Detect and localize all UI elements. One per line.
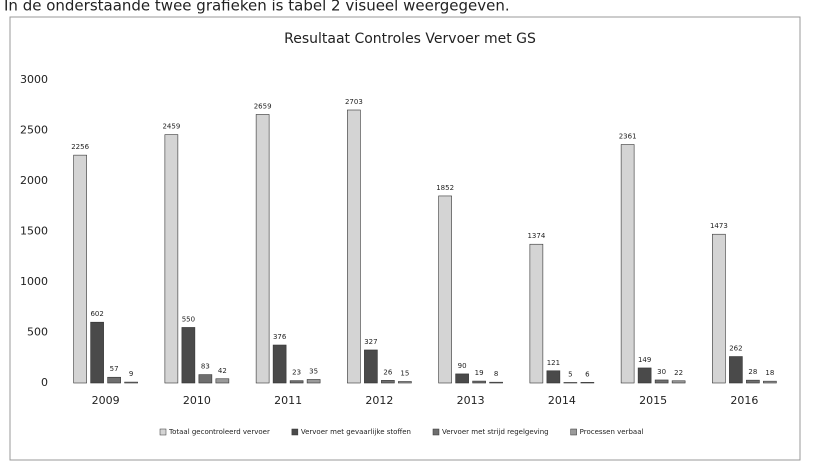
bar — [671, 380, 686, 384]
bar — [529, 243, 544, 384]
bar — [455, 373, 469, 384]
x-tick-label: 2015 — [639, 394, 667, 407]
y-tick-label: 500 — [27, 326, 48, 339]
value-label: 30 — [657, 368, 666, 376]
bar — [73, 154, 87, 384]
bar — [763, 380, 777, 384]
value-label: 1852 — [436, 184, 454, 192]
y-tick-label: 2000 — [20, 174, 48, 187]
bar — [364, 349, 378, 384]
y-tick-label: 1000 — [20, 275, 48, 288]
value-label: 18 — [765, 369, 774, 377]
value-label: 149 — [638, 356, 651, 364]
x-tick-label: 2011 — [274, 394, 302, 407]
value-label: 22 — [674, 369, 683, 377]
value-label: 26 — [383, 368, 392, 376]
value-label: 83 — [201, 363, 210, 371]
chart-frame — [9, 16, 801, 461]
y-tick-label: 2500 — [20, 124, 48, 137]
bar — [198, 374, 213, 384]
x-tick-label: 2016 — [730, 394, 758, 407]
bar — [654, 379, 669, 384]
bar — [563, 382, 578, 384]
value-label: 2361 — [619, 133, 637, 141]
legend-swatch — [570, 428, 577, 436]
y-tick-label: 3000 — [20, 73, 48, 86]
bar — [347, 109, 361, 384]
bar — [181, 327, 196, 384]
value-label: 327 — [364, 338, 377, 346]
value-label: 35 — [309, 367, 318, 375]
bar — [164, 134, 179, 384]
x-tick-label: 2009 — [92, 394, 120, 407]
bar — [398, 381, 412, 384]
bar — [489, 381, 503, 384]
bar — [124, 381, 138, 384]
y-tick-label: 1500 — [20, 225, 48, 238]
value-label: 8 — [494, 370, 498, 378]
value-label: 2256 — [71, 143, 89, 151]
x-tick-label: 2013 — [457, 394, 485, 407]
bar — [215, 378, 230, 384]
value-label: 57 — [110, 365, 119, 373]
legend-label: Vervoer met strijd regelgeving — [442, 428, 549, 436]
bar — [729, 356, 743, 384]
page-heading: In de onderstaande twee grafieken is tab… — [4, 0, 510, 15]
bar — [272, 344, 287, 384]
value-label: 550 — [182, 315, 195, 323]
bar — [107, 376, 121, 384]
y-tick-label: 0 — [41, 376, 48, 389]
value-label: 262 — [729, 345, 742, 353]
value-label: 15 — [400, 369, 409, 377]
value-label: 6 — [585, 370, 590, 378]
value-label: 19 — [475, 369, 484, 377]
legend-label: Vervoer met gevaarlijke stoffen — [301, 428, 411, 436]
value-label: 42 — [218, 367, 227, 375]
bar — [472, 380, 486, 384]
legend-label: Processen verbaal — [580, 428, 644, 436]
bar — [306, 379, 321, 384]
value-label: 1473 — [710, 222, 728, 230]
legend-swatch — [432, 428, 440, 436]
value-label: 2703 — [345, 98, 363, 106]
value-label: 2459 — [162, 123, 180, 131]
bar — [580, 382, 595, 384]
value-label: 1374 — [527, 232, 545, 240]
bar — [289, 380, 304, 384]
legend-swatch — [291, 428, 299, 436]
value-label: 2659 — [254, 102, 272, 110]
value-label: 28 — [748, 368, 757, 376]
bar — [712, 233, 726, 384]
bar — [438, 195, 452, 384]
x-tick-label: 2010 — [183, 394, 211, 407]
bar — [90, 321, 104, 384]
bar — [546, 370, 561, 384]
x-tick-label: 2014 — [548, 394, 576, 407]
bar — [637, 367, 652, 384]
bar — [620, 144, 635, 384]
bar — [381, 380, 395, 384]
legend-swatch — [159, 428, 167, 436]
value-label: 90 — [458, 362, 467, 370]
value-label: 9 — [129, 370, 133, 378]
legend-label: Totaal gecontroleerd vervoer — [168, 428, 270, 436]
value-label: 121 — [547, 359, 560, 367]
value-label: 602 — [90, 310, 103, 318]
chart-title: Resultaat Controles Vervoer met GS — [284, 31, 536, 47]
value-label: 23 — [292, 369, 301, 377]
x-tick-label: 2012 — [365, 394, 393, 407]
value-label: 5 — [568, 370, 572, 378]
bar — [746, 379, 760, 384]
value-label: 376 — [273, 333, 287, 341]
bar — [255, 114, 270, 384]
